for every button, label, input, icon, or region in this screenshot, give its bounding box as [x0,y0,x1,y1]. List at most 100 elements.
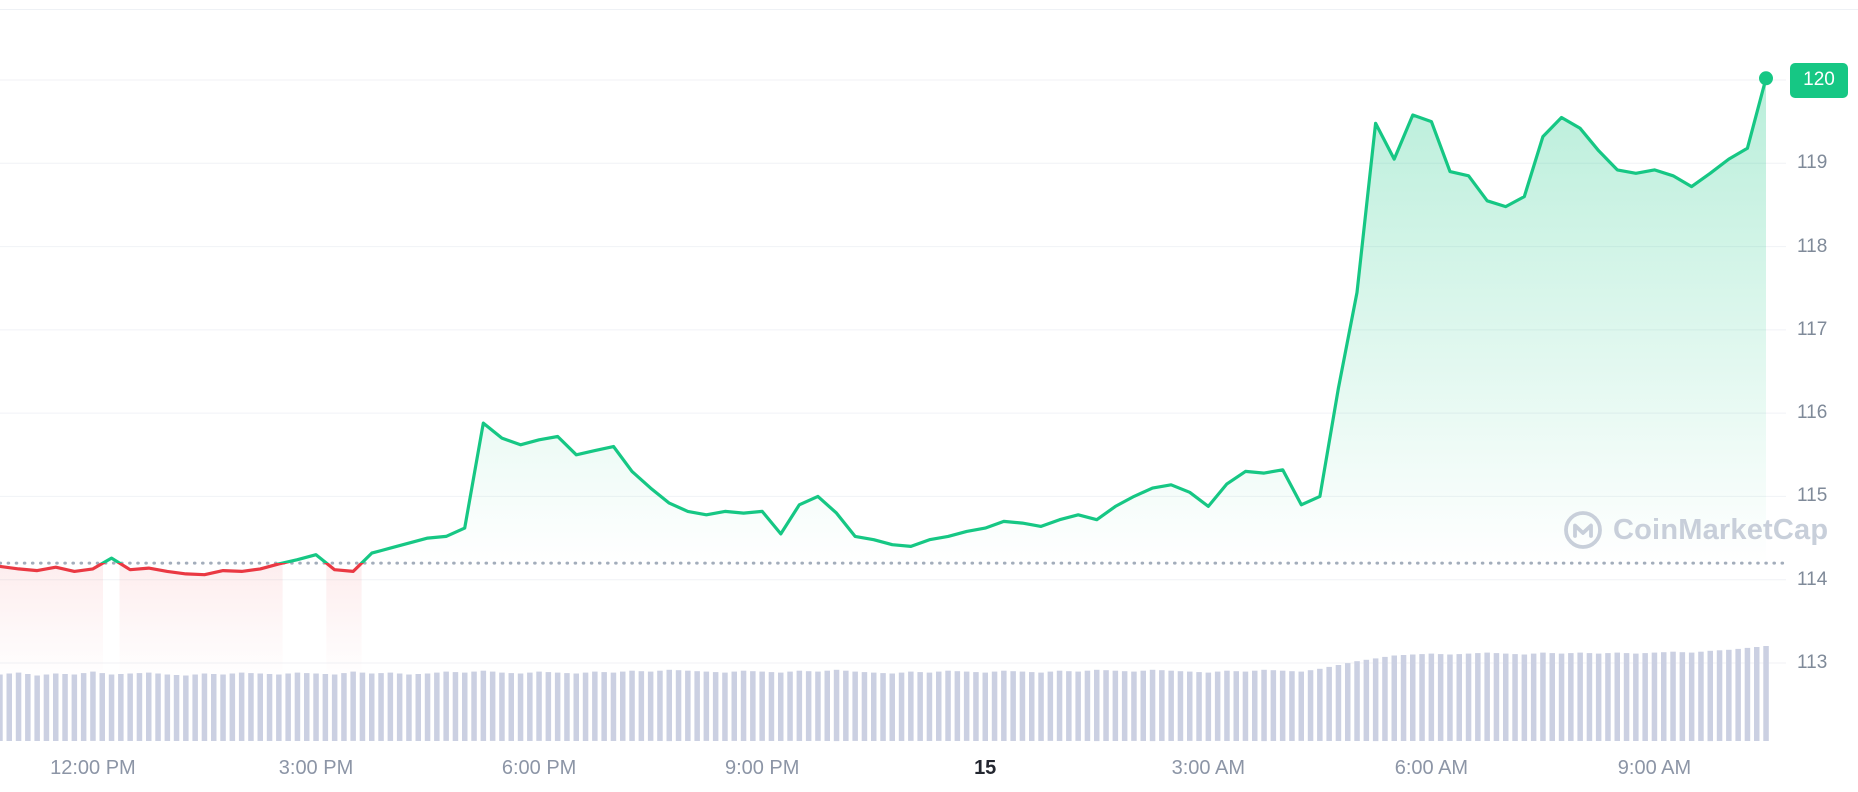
x-axis-label: 9:00 AM [1617,757,1692,779]
volume-bar [1335,665,1342,741]
volume-bar [1456,654,1462,741]
volume-bar [1400,655,1407,741]
top-border [0,9,1858,10]
volume-bar [1279,670,1286,741]
y-axis-label: 119 [1797,152,1828,174]
volume-bar [1084,670,1091,741]
volume-bar [629,670,635,741]
volume-bar [238,672,245,741]
volume-bar [1066,671,1072,741]
volume-bar [1679,652,1686,741]
volume-bar [1103,670,1109,741]
volume-bar [1493,653,1500,741]
volume-bar [1623,653,1630,741]
volume-bar [0,674,3,741]
watermark: CoinMarketCap [1562,506,1828,554]
volume-bar [1196,672,1202,741]
volume-bar [443,671,449,741]
volume-bar [99,673,105,741]
volume-bar [424,673,431,741]
volume-bar [127,673,133,741]
volume-bar [322,674,329,741]
x-axis-label: 6:00 PM [501,757,577,779]
volume-bar [796,670,803,741]
y-axis-label: 116 [1797,402,1828,424]
volume-bar [963,671,970,741]
volume-bar [1577,652,1583,741]
volume-bar [1614,652,1620,741]
volume-bar [285,673,291,741]
volume-bar [666,669,672,742]
volume-bar [1428,653,1435,741]
volume-bar [1558,653,1565,741]
volume-bar [1707,650,1713,742]
volume-bar [350,671,356,741]
volume-bar [183,675,189,741]
volume-bar [1345,663,1351,741]
volume-bar [1094,669,1100,742]
volume-bar [1437,654,1444,741]
volume-bar [471,671,477,741]
volume-bar [396,673,403,741]
volume-bar [1038,672,1044,741]
volume-bar [694,671,700,741]
volume-bar [740,670,747,741]
volume-bar [592,671,598,741]
volume-bar [1530,653,1537,741]
volume-bar [815,671,821,741]
volume-bar [852,671,858,741]
volume-bar [861,672,868,741]
volume-bar [582,672,589,741]
price-area-down [326,563,362,685]
volume-bar [1716,650,1723,741]
volume-bar [703,671,710,741]
volume-bar [1242,671,1249,741]
price-area-down [0,563,103,685]
volume-bar [1372,658,1379,742]
volume-bar [508,673,514,741]
volume-bar [1010,671,1016,741]
x-axis-label: 15 [974,757,997,779]
volume-bar [1670,651,1676,741]
volume-bar [1465,653,1472,741]
volume-bar [1261,669,1267,742]
volume-bar [359,672,366,741]
volume-bar [1047,671,1054,741]
current-price-badge: 120 [1790,62,1848,98]
volume-bar [1131,671,1137,741]
volume-bar [880,673,886,741]
volume-bar [545,672,552,741]
volume-bar [1075,671,1081,741]
volume-bar [1224,670,1230,741]
volume-bar [898,672,905,741]
volume-bar [1205,672,1212,741]
price-line-up [99,76,1768,564]
volume-bar [787,671,793,741]
volume-bar [1326,666,1332,741]
volume-bar [341,673,347,741]
volume-bar [43,674,50,741]
volume-bar [1484,652,1490,741]
volume-bar [90,671,96,741]
volume-bar [1521,654,1528,741]
volume-bar [712,672,719,741]
volume-bar [276,674,282,741]
volume-bar [34,675,40,741]
volume-bar [220,674,226,741]
y-axis-label: 118 [1797,235,1828,257]
volume-bar [80,673,87,741]
volume-bar [1149,669,1156,742]
volume-bar [824,670,830,741]
volume-bar [313,673,319,741]
volume-bar [601,672,607,741]
volume-bar [647,671,654,741]
volume-bar [908,671,914,741]
volume-bar [1354,661,1360,741]
volume-bar [1410,654,1416,741]
volume-bar [1568,653,1574,741]
volume-bar [1252,670,1258,741]
volume-bar [675,670,682,741]
volume-bar [489,671,496,741]
volume-bar [1233,671,1239,741]
